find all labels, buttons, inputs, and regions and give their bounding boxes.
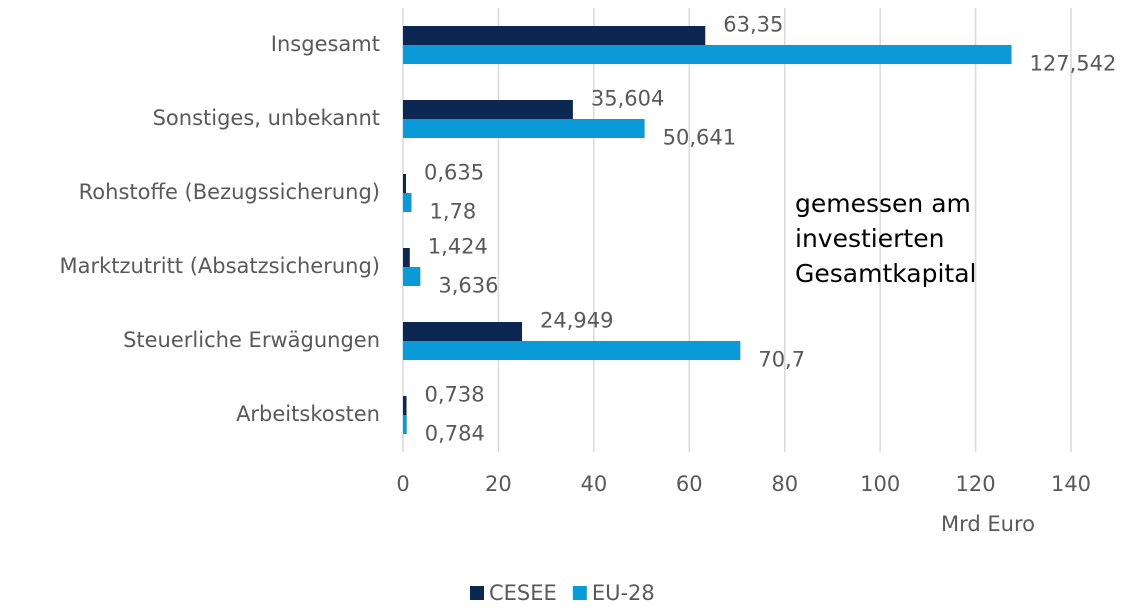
x-tick-label: 100 [860,472,900,496]
bar [403,45,1012,64]
value-label: 50,641 [663,126,736,150]
x-tick-label: 80 [771,472,798,496]
y-tick-label: Insgesamt [271,32,380,56]
value-label: 70,7 [758,348,805,372]
y-tick-label: Arbeitskosten [236,402,380,426]
x-tick-label: 140 [1051,472,1091,496]
y-tick-label: Marktzutritt (Absatzsicherung) [60,254,380,278]
bar [403,322,523,341]
annotation: investierten [795,224,944,253]
x-tick-label: 40 [580,472,607,496]
value-label: 63,35 [723,13,783,37]
bar [403,174,407,193]
x-tick-label: 120 [956,472,996,496]
x-tick-label: 20 [485,472,512,496]
value-label: 127,542 [1030,52,1117,76]
value-label: 24,949 [540,309,613,333]
x-axis-label: Mrd Euro [941,512,1035,536]
legend-swatch [572,586,587,600]
bar [403,119,645,138]
annotation: Gesamtkapital [795,259,977,288]
bar [403,396,407,415]
annotation: gemessen am [795,189,971,218]
value-label: 0,784 [425,422,485,446]
legend-label: CESEE [489,581,557,604]
x-tick-label: 60 [676,472,703,496]
bar [403,193,412,212]
value-label: 0,738 [425,383,485,407]
legend-label: EU-28 [592,581,655,604]
bar [403,415,407,434]
x-tick-label: 0 [396,472,409,496]
value-label: 35,604 [591,87,664,111]
value-label: 1,424 [428,235,488,259]
bar [403,26,706,45]
value-label: 3,636 [438,274,498,298]
bar [403,341,741,360]
value-label: 0,635 [424,161,484,185]
bar [403,248,410,267]
y-tick-label: Steuerliche Erwägungen [123,328,380,352]
y-tick-label: Rohstoffe (Bezugssicherung) [79,180,380,204]
y-tick-label: Sonstiges, unbekannt [153,106,380,130]
bar [403,267,421,286]
bar [403,100,573,119]
value-label: 1,78 [429,200,476,224]
legend-swatch [470,586,484,600]
